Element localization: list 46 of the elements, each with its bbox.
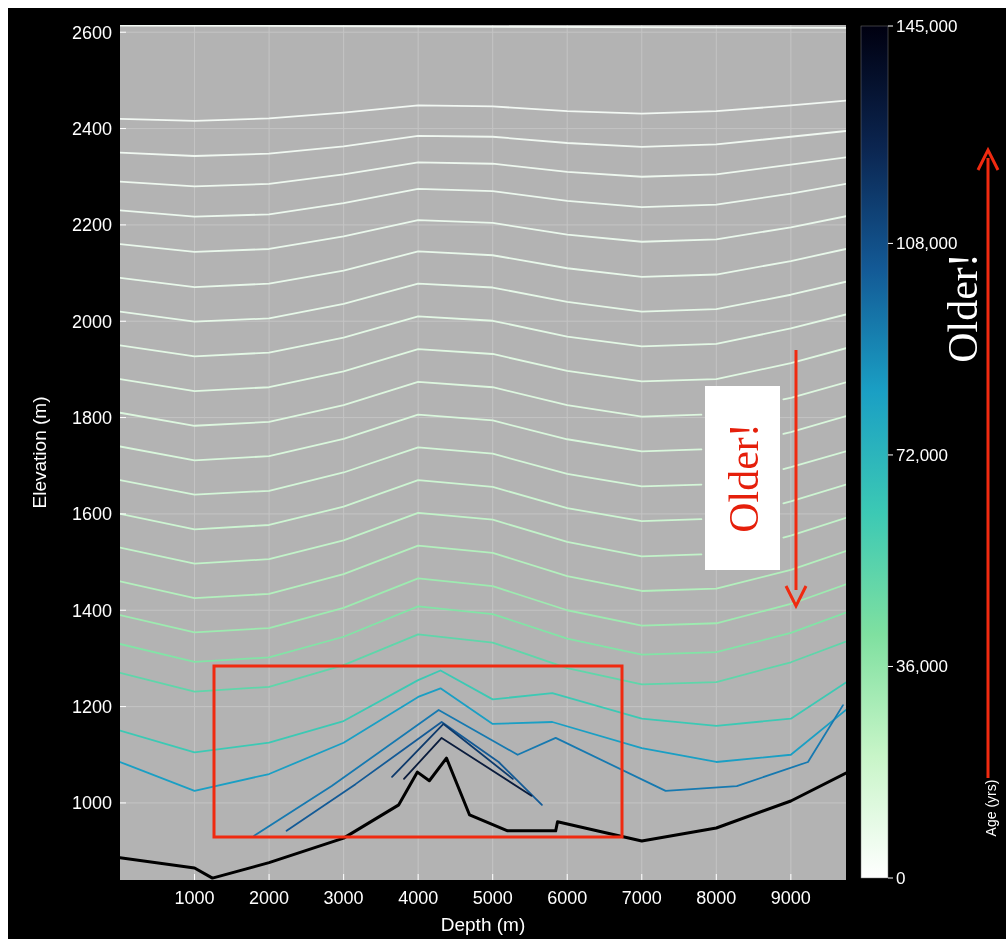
line-series (120, 248, 846, 288)
x-tick-label: 7000 (621, 888, 662, 908)
color-bar-label: 0 (896, 868, 906, 888)
x-tick-label: 9000 (770, 888, 811, 908)
text: Older! (940, 253, 986, 363)
line-series (120, 156, 846, 188)
line-series (120, 183, 846, 218)
color-bar-label: 72,000 (896, 445, 948, 465)
x-tick-label: 3000 (323, 888, 364, 908)
line-series (120, 99, 846, 122)
y-tick-label: 1600 (71, 504, 112, 525)
line-series (120, 215, 846, 253)
line-series (120, 544, 846, 600)
line-series (253, 704, 844, 837)
x-tick-label: 1000 (174, 888, 215, 908)
y-tick-label: 2400 (71, 118, 112, 139)
line-series (120, 347, 846, 392)
y-tick-label: 1000 (71, 793, 112, 814)
line-series (285, 721, 543, 832)
color-bar-title: Age (yrs) (983, 779, 999, 837)
y-tick-label: 2000 (71, 311, 112, 332)
y-tick-label: 1400 (71, 600, 112, 621)
y-tick-label: 1800 (71, 407, 112, 428)
x-tick-label: 4000 (398, 888, 439, 908)
y-tick-label: 2600 (71, 22, 112, 43)
y-axis-title: Elevation (m) (29, 396, 50, 509)
line-series (120, 687, 846, 792)
line-series (120, 756, 846, 880)
x-tick-label: 2000 (249, 888, 290, 908)
x-tick-label: 5000 (472, 888, 513, 908)
x-axis-title: Depth (m) (440, 914, 526, 935)
color-bar-label: 36,000 (896, 657, 948, 677)
line-series (120, 577, 846, 634)
line-series (120, 669, 846, 754)
x-tick-label: 8000 (696, 888, 737, 908)
line-series (120, 633, 846, 693)
line-series (120, 605, 846, 663)
y-tick-label: 2200 (71, 215, 112, 236)
annotation: Older! (721, 423, 767, 533)
line-series (120, 313, 846, 358)
line-series (120, 280, 846, 323)
y-tick-label: 1200 (71, 696, 112, 717)
line-series (120, 130, 846, 157)
color-bar-label: 145,000 (896, 16, 958, 36)
x-tick-label: 6000 (547, 888, 588, 908)
color-bar-label: 108,000 (896, 234, 958, 254)
